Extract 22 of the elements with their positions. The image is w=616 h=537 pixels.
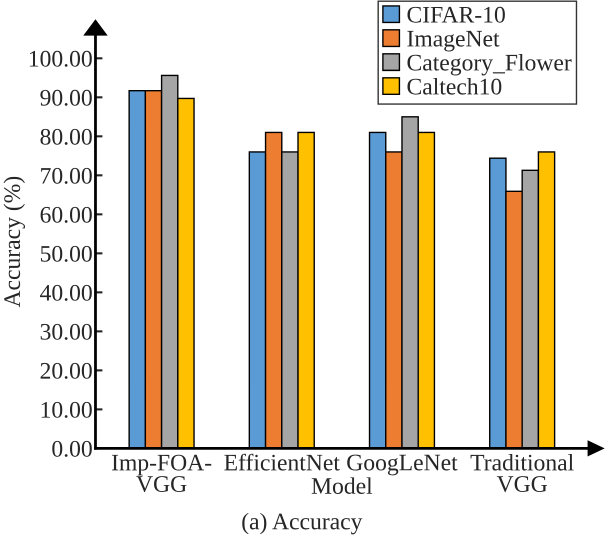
y-tick-label: 100.00 — [30, 50, 92, 67]
y-tick-label: 90.00 — [40, 90, 92, 106]
y-tick-label: 70.00 — [41, 168, 92, 184]
y-tick-label: 80.00 — [40, 128, 92, 145]
legend-label: ImageNet — [407, 30, 500, 52]
x-tick-label: EfficientNet — [224, 454, 340, 471]
x-tick-label: GoogLeNet — [347, 454, 458, 476]
legend-label: Category_Flower — [407, 54, 572, 76]
text: (a) Accuracy — [242, 512, 362, 534]
y-tick-label: 0.00 — [52, 440, 92, 457]
y-tick-label: 50.00 — [40, 246, 92, 262]
legend-label: Caltech10 — [407, 78, 502, 95]
y-tick-label: 20.00 — [40, 362, 92, 379]
y-axis-title: Accuracy (%) — [4, 176, 25, 308]
x-tick-label: Traditional VGG — [470, 454, 574, 492]
x-tick-label: Imp-FOA- VGG — [112, 454, 212, 492]
x-axis-title: Model — [312, 477, 372, 494]
y-tick-label: 40.00 — [40, 284, 92, 301]
y-tick-label: 10.00 — [42, 402, 92, 418]
legend-label: CIFAR-10 — [407, 6, 505, 23]
y-tick-label: 60.00 — [40, 206, 92, 223]
y-tick-label: 30.00 — [40, 324, 92, 340]
